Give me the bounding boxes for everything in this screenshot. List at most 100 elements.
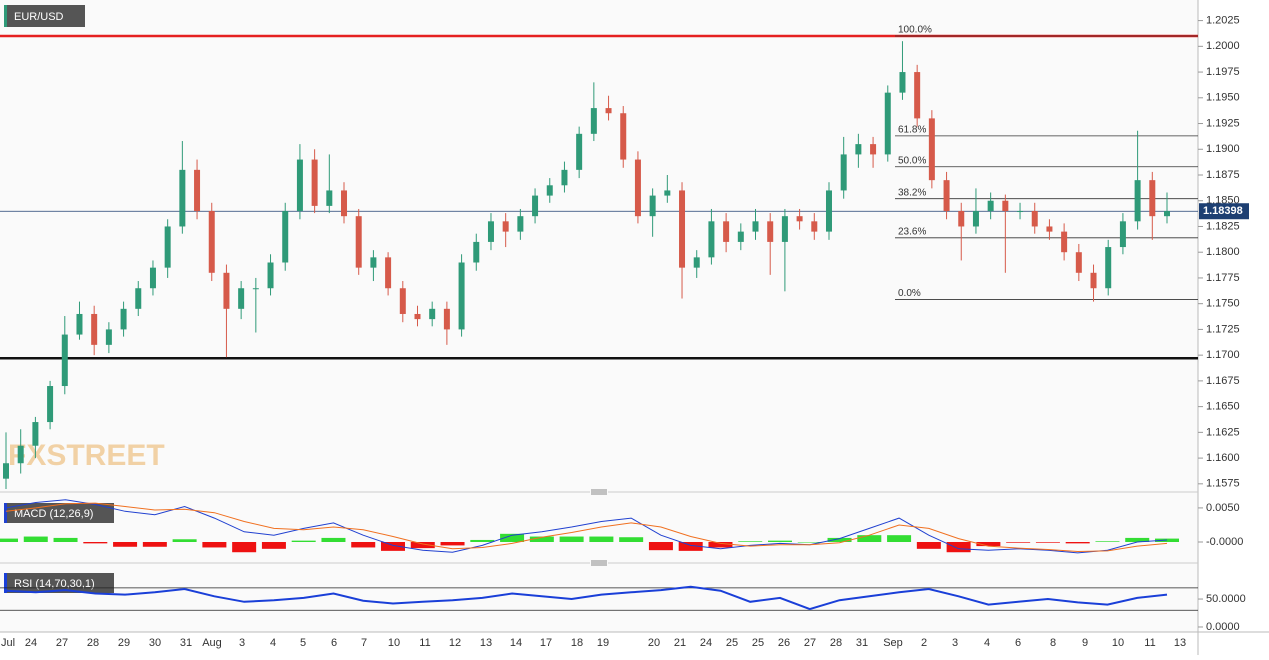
x-tick-label: 2 [921, 637, 927, 649]
candle-body [91, 313, 98, 345]
candle-body [208, 211, 215, 273]
candle-body [1149, 180, 1156, 217]
y-tick-label: 1.1800 [1206, 246, 1240, 258]
candle-body [1075, 252, 1082, 273]
x-tick-label: 19 [597, 637, 609, 649]
candle-body [943, 180, 950, 212]
y-tick-label: 1.1950 [1206, 92, 1240, 104]
macd-histogram-bar [23, 536, 48, 542]
candle-body [781, 216, 788, 242]
candle-body [1134, 180, 1141, 222]
x-tick-label: 31 [856, 637, 868, 649]
candle-body [870, 144, 877, 155]
x-tick-label: 10 [388, 637, 400, 649]
candle-body [825, 190, 832, 232]
macd-histogram-bar [172, 539, 197, 542]
candle-body [737, 231, 744, 242]
macd-histogram-bar [53, 537, 78, 542]
fib-label: 23.6% [898, 226, 926, 237]
x-tick-label: 14 [510, 637, 522, 649]
macd-histogram-bar [857, 535, 882, 542]
rsi-line [5, 585, 1168, 611]
macd-histogram-bar [202, 542, 227, 548]
x-tick-label: 3 [952, 637, 958, 649]
candle-body [576, 133, 583, 170]
x-tick-label: 31 [180, 637, 192, 649]
candle-body [811, 221, 818, 232]
x-tick-label: 7 [361, 637, 367, 649]
macd-accent [4, 503, 7, 523]
candle-body [164, 226, 171, 268]
plot-background [0, 0, 1198, 632]
macd-histogram-bar [619, 537, 644, 542]
candle-body [76, 313, 83, 335]
macd-histogram-bar [83, 542, 108, 544]
x-tick-label: 9 [1082, 637, 1088, 649]
candle-body [1031, 211, 1038, 227]
x-tick-label: 20 [648, 637, 660, 649]
y-tick-label: 1.1975 [1206, 66, 1240, 78]
fib-label: 100.0% [898, 25, 932, 36]
panel-handle[interactable] [590, 489, 608, 496]
y-tick-label: 1.2000 [1206, 40, 1240, 52]
y-tick-label: 1.1650 [1206, 401, 1240, 413]
candle-body [679, 190, 686, 268]
x-tick-label: 26 [778, 637, 790, 649]
rsi-tick-label: 0.0000 [1206, 621, 1240, 633]
candle-body [928, 118, 935, 181]
candle-body [605, 108, 612, 114]
candle-body [796, 216, 803, 222]
title-box [4, 5, 85, 27]
macd-histogram-bar [500, 533, 525, 542]
panel-handle[interactable] [590, 560, 608, 567]
candle-body [443, 308, 450, 330]
candle-body [17, 445, 24, 464]
x-tick-label: 25 [752, 637, 764, 649]
current-price-label: 1.18398 [1203, 205, 1243, 217]
candle-body [664, 190, 671, 196]
y-tick-label: 1.1600 [1206, 452, 1240, 464]
fib-label: 0.0% [898, 288, 921, 299]
candle-body [311, 159, 318, 206]
x-tick-label: 24 [25, 637, 37, 649]
x-tick-label: 6 [331, 637, 337, 649]
macd-histogram-bar [827, 537, 852, 542]
macd-histogram-bar [291, 540, 316, 542]
candle-body [135, 288, 142, 309]
candle-body [399, 288, 406, 314]
macd-histogram-bar [1006, 542, 1031, 543]
rsi-title: RSI (14,70,30,1) [14, 578, 95, 590]
candle-body [179, 169, 186, 227]
y-tick-label: 1.1900 [1206, 143, 1240, 155]
x-tick-label: 25 [726, 637, 738, 649]
x-tick-label: 28 [87, 637, 99, 649]
candle-body [914, 72, 921, 119]
macd-histogram-bar [738, 541, 763, 542]
y-tick-label: 1.1625 [1206, 426, 1240, 438]
candle-body [267, 262, 274, 289]
candle-body [385, 257, 392, 289]
candle-body [1164, 211, 1170, 217]
macd-histogram-bar [1065, 542, 1090, 544]
candle-body [1046, 226, 1053, 232]
macd-tick-label: 0.0050 [1206, 502, 1240, 514]
macd-histogram-bar [142, 542, 167, 547]
candle-body [487, 221, 494, 242]
fib-label: 50.0% [898, 155, 926, 166]
candle-body [634, 159, 641, 217]
candle-body [1002, 200, 1009, 212]
x-tick-label: 4 [984, 637, 990, 649]
candle-body [120, 308, 127, 330]
macd-histogram-bar [946, 542, 971, 553]
candle-body [458, 262, 465, 330]
macd-histogram-bar [321, 537, 346, 542]
macd-line [5, 502, 1168, 553]
y-tick-label: 1.1825 [1206, 220, 1240, 232]
macd-histogram-bar [887, 535, 912, 542]
candle-body [194, 169, 201, 212]
macd-histogram-bar [261, 542, 286, 549]
x-tick-label: 10 [1112, 637, 1124, 649]
x-tick-label: Jul [1, 637, 15, 649]
y-tick-label: 1.1750 [1206, 298, 1240, 310]
